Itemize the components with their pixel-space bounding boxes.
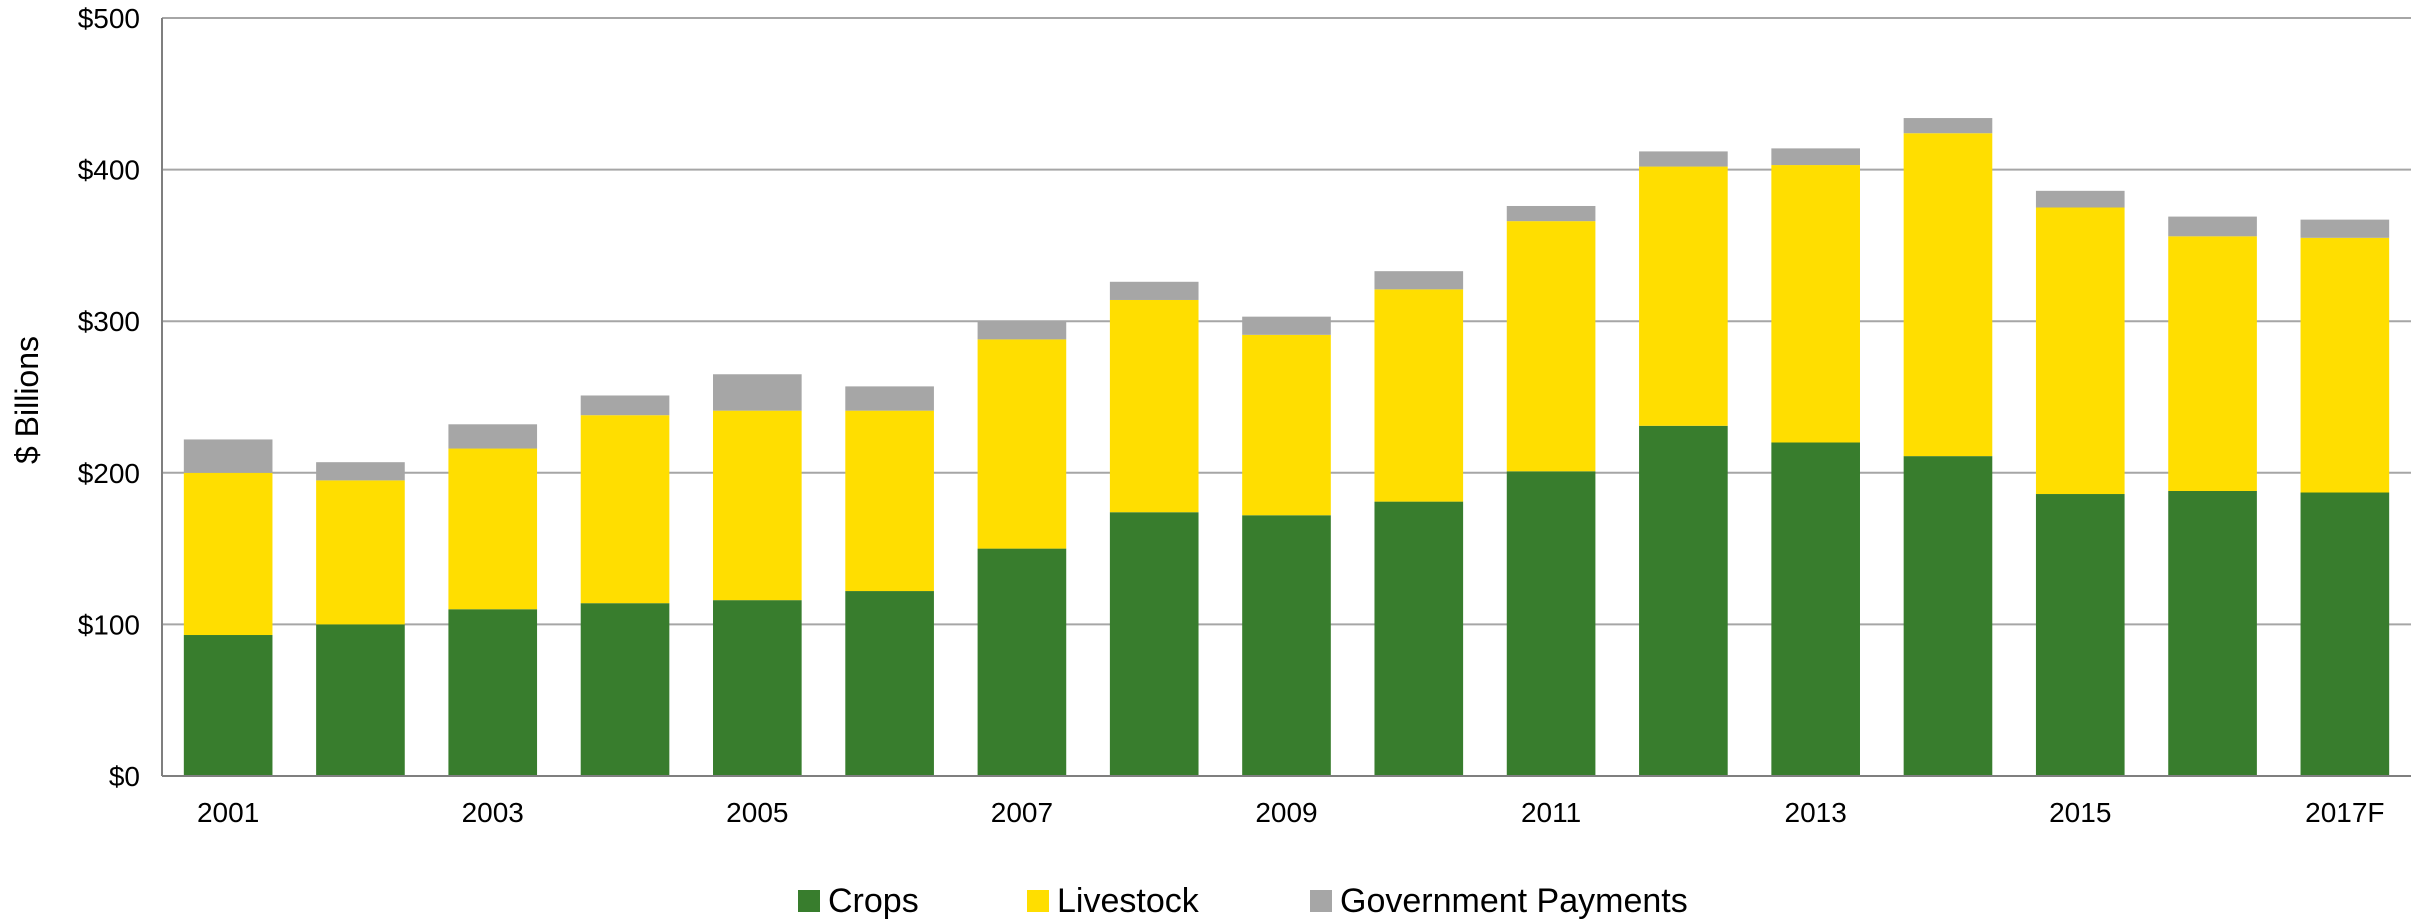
legend-swatch bbox=[798, 890, 820, 912]
bar-government-payments-2007 bbox=[977, 321, 1067, 340]
y-tick-label: $100 bbox=[78, 609, 140, 640]
bar-crops-2010 bbox=[1374, 501, 1464, 776]
legend-label: Crops bbox=[828, 882, 919, 920]
bar-crops-2002 bbox=[316, 624, 405, 776]
bar-government-payments-2013 bbox=[1771, 148, 1860, 166]
y-tick-label: $300 bbox=[78, 306, 140, 337]
bar-crops-2017f bbox=[2300, 492, 2390, 776]
bar-livestock-2008 bbox=[1109, 299, 1199, 513]
bar-government-payments-2014 bbox=[1903, 118, 1993, 134]
bar-crops-2007 bbox=[977, 548, 1067, 776]
bar-livestock-2009 bbox=[1242, 334, 1331, 516]
bar-government-payments-2008 bbox=[1109, 281, 1199, 300]
bar-crops-2003 bbox=[448, 609, 538, 776]
bar-government-payments-2009 bbox=[1242, 316, 1331, 335]
bar-livestock-2014 bbox=[1903, 133, 1993, 457]
legend: Crops Livestock Government Payments bbox=[798, 882, 1688, 920]
bar-crops-2014 bbox=[1903, 456, 1993, 776]
bar-crops-2006 bbox=[845, 591, 934, 776]
bar-crops-2008 bbox=[1109, 512, 1199, 776]
bar-livestock-2013 bbox=[1771, 165, 1860, 443]
legend-item-crops: Crops bbox=[798, 882, 919, 920]
x-tick-label: 2013 bbox=[1785, 797, 1847, 828]
bar-government-payments-2010 bbox=[1374, 271, 1464, 290]
x-tick-label: 2015 bbox=[2049, 797, 2111, 828]
bar-crops-2001 bbox=[183, 635, 273, 776]
x-tick-label: 2009 bbox=[1255, 797, 1317, 828]
x-tick-label: 2001 bbox=[197, 797, 259, 828]
legend-label: Livestock bbox=[1057, 882, 1200, 920]
bar-livestock-2005 bbox=[713, 410, 802, 601]
y-tick-labels: $0 $100 $200 $300 $400 $500 bbox=[78, 3, 140, 792]
bars bbox=[183, 118, 2390, 776]
x-tick-label: 2017F bbox=[2305, 797, 2384, 828]
bar-crops-2015 bbox=[2035, 494, 2125, 776]
legend-swatch bbox=[1310, 890, 1332, 912]
bar-government-payments-2003 bbox=[448, 424, 538, 449]
bar-livestock-2007 bbox=[977, 339, 1067, 549]
y-tick-label: $400 bbox=[78, 155, 140, 186]
bar-crops-2004 bbox=[580, 603, 670, 776]
bar-crops-2013 bbox=[1771, 442, 1860, 776]
bar-livestock-2003 bbox=[448, 448, 538, 610]
x-tick-label: 2003 bbox=[462, 797, 524, 828]
x-tick-labels: 2001 2003 2005 2007 2009 2011 2013 2015 2017F bbox=[197, 797, 2385, 828]
bar-livestock-2002 bbox=[316, 480, 405, 625]
bar-government-payments-2015 bbox=[2035, 190, 2125, 208]
bar-government-payments-2011 bbox=[1506, 205, 1596, 222]
bar-livestock-2011 bbox=[1506, 221, 1596, 472]
bar-government-payments-2006 bbox=[845, 386, 934, 411]
bar-crops-2011 bbox=[1506, 471, 1596, 776]
bar-government-payments-2002 bbox=[316, 462, 405, 481]
bar-crops-2009 bbox=[1242, 515, 1331, 776]
bar-livestock-2001 bbox=[183, 472, 273, 636]
legend-label: Government Payments bbox=[1340, 882, 1688, 920]
bar-crops-2012 bbox=[1639, 425, 1728, 776]
y-tick-label: $0 bbox=[109, 761, 140, 792]
bar-government-payments-2004 bbox=[580, 395, 670, 416]
y-tick-label: $500 bbox=[78, 3, 140, 34]
bar-livestock-2015 bbox=[2035, 207, 2125, 495]
bar-livestock-2017f bbox=[2300, 237, 2390, 493]
bar-government-payments-2001 bbox=[183, 439, 273, 473]
bar-crops-2005 bbox=[713, 600, 802, 776]
bar-government-payments-2017f bbox=[2300, 219, 2390, 238]
y-axis-title: $ Billions bbox=[9, 336, 45, 464]
y-tick-label: $200 bbox=[78, 458, 140, 489]
bar-crops-2016 bbox=[2168, 490, 2257, 776]
bar-livestock-2012 bbox=[1639, 166, 1728, 426]
legend-item-government-payments: Government Payments bbox=[1310, 882, 1688, 920]
x-tick-label: 2005 bbox=[726, 797, 788, 828]
x-tick-label: 2007 bbox=[991, 797, 1053, 828]
bar-livestock-2006 bbox=[845, 410, 934, 592]
bar-government-payments-2016 bbox=[2168, 216, 2257, 237]
bar-livestock-2004 bbox=[580, 415, 670, 604]
bar-government-payments-2005 bbox=[713, 374, 802, 411]
bar-government-payments-2012 bbox=[1639, 151, 1728, 167]
legend-swatch bbox=[1027, 890, 1049, 912]
x-tick-label: 2011 bbox=[1521, 797, 1581, 828]
bar-livestock-2016 bbox=[2168, 236, 2257, 491]
legend-item-livestock: Livestock bbox=[1027, 882, 1200, 920]
bar-livestock-2010 bbox=[1374, 289, 1464, 502]
